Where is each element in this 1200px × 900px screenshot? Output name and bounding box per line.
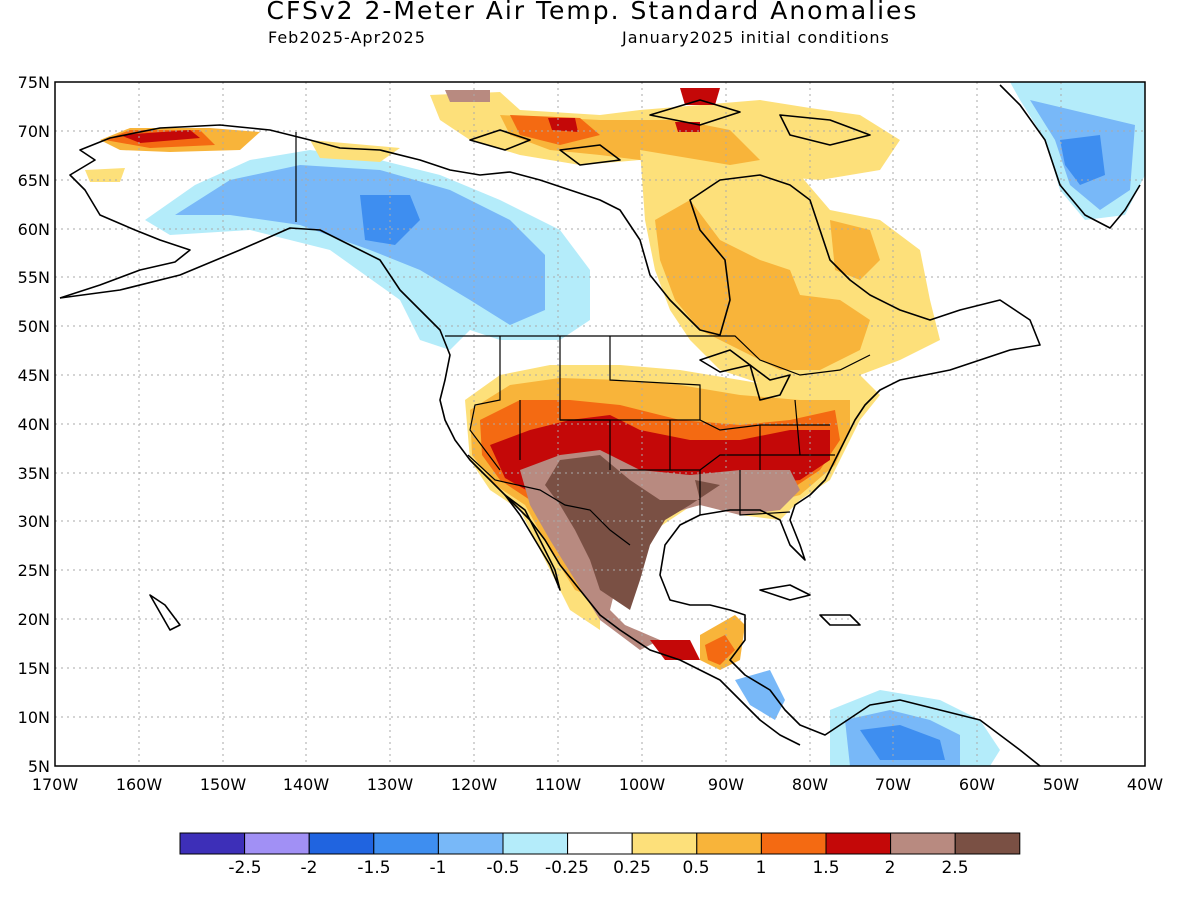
colorbar-swatch [437, 832, 504, 855]
map-content [55, 82, 1145, 766]
lat-tick-label: 30N [18, 512, 50, 531]
lon-tick-label: 70W [875, 775, 911, 794]
graticule [55, 82, 1145, 766]
lon-tick-label: 110W [535, 775, 582, 794]
colorbar-label: -2 [301, 858, 318, 878]
longitude-labels: 170W 160W 150W 140W 130W 120W 110W 100W … [32, 775, 1163, 794]
lat-tick-label: 10N [18, 708, 50, 727]
colorbar-label: -0.25 [545, 858, 589, 878]
latitude-labels: 75N 70N 65N 60N 55N 50N 45N 40N 35N 30N … [18, 73, 50, 776]
lon-tick-label: 160W [116, 775, 163, 794]
colorbar-swatch [179, 832, 246, 855]
colorbar-swatch [825, 832, 892, 855]
colorbar-label: 2.5 [941, 858, 968, 878]
lat-tick-label: 65N [18, 171, 50, 190]
colorbar-swatch [631, 832, 698, 855]
colorbar-swatch [502, 832, 569, 855]
colorbar-label: 1.5 [812, 858, 839, 878]
lon-tick-label: 80W [792, 775, 828, 794]
lat-tick-label: 60N [18, 220, 50, 239]
lat-tick-label: 70N [18, 122, 50, 141]
lat-tick-label: 15N [18, 659, 50, 678]
colorbar-swatches [179, 832, 1021, 855]
political-borders [295, 132, 871, 546]
colorbar-swatch [954, 832, 1021, 855]
colorbar-swatch [373, 832, 439, 855]
lat-tick-label: 5N [28, 757, 50, 776]
forecast-period: Feb2025-Apr2025 [268, 28, 426, 47]
lat-tick-label: 50N [18, 317, 50, 336]
colorbar-swatch [308, 832, 375, 855]
colorbar: -2.5 -2 -1.5 -1 -0.5 -0.25 0.25 0.5 1 1.… [179, 832, 1021, 878]
colorbar-label: 0.25 [613, 858, 651, 878]
lon-tick-label: 90W [708, 775, 744, 794]
lat-tick-label: 40N [18, 415, 50, 434]
lon-tick-label: 120W [451, 775, 498, 794]
lat-tick-label: 55N [18, 268, 50, 287]
colorbar-swatch [567, 832, 633, 855]
colorbar-swatch [244, 832, 310, 855]
lat-tick-label: 35N [18, 464, 50, 483]
colorbar-swatch [696, 832, 762, 855]
map-title: CFSv2 2-Meter Air Temp. Standard Anomali… [266, 0, 919, 25]
colorbar-labels: -2.5 -2 -1.5 -1 -0.5 -0.25 0.25 0.5 1 1.… [228, 858, 968, 878]
lon-tick-label: 40W [1127, 775, 1163, 794]
anomaly-shading [85, 82, 1145, 766]
initial-conditions: January2025 initial conditions [622, 28, 890, 47]
colorbar-swatch [890, 832, 956, 855]
lat-tick-label: 20N [18, 610, 50, 629]
coastlines [59, 84, 1141, 766]
colorbar-label: -1.5 [357, 858, 390, 878]
lon-tick-label: 130W [367, 775, 414, 794]
lon-tick-label: 60W [959, 775, 995, 794]
map-frame [54, 81, 1146, 767]
lat-tick-label: 75N [18, 73, 50, 92]
lat-tick-label: 45N [18, 366, 50, 385]
colorbar-label: -2.5 [228, 858, 261, 878]
lon-tick-label: 50W [1043, 775, 1079, 794]
lon-tick-label: 170W [32, 775, 79, 794]
colorbar-label: 1 [756, 858, 767, 878]
colorbar-label: -1 [430, 858, 447, 878]
colorbar-label: -0.5 [486, 858, 519, 878]
lon-tick-label: 100W [619, 775, 666, 794]
colorbar-label: 0.5 [682, 858, 709, 878]
lon-tick-label: 140W [283, 775, 330, 794]
lon-tick-label: 150W [200, 775, 247, 794]
lat-tick-label: 25N [18, 561, 50, 580]
colorbar-swatch [760, 832, 827, 855]
colorbar-label: 2 [885, 858, 896, 878]
